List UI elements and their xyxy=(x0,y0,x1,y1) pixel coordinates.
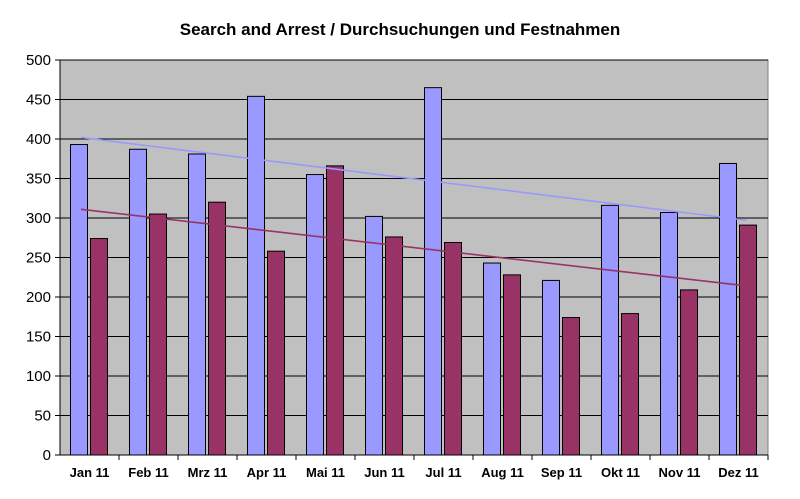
bar-series-2-mrz-11 xyxy=(208,201,226,456)
bar-series-2-sep-11 xyxy=(562,317,580,456)
axes: 0 50 100 150 200 250 300 350 400 450 500 Jan 11 Feb … xyxy=(26,52,769,480)
bar-series-2-nov-11 xyxy=(680,289,698,456)
x-tick-label: Apr 11 xyxy=(247,465,287,480)
y-tick-label: 100 xyxy=(26,368,51,385)
bar-series-1-aug-11 xyxy=(483,262,501,456)
bar-series-1-jul-11 xyxy=(424,87,442,456)
bar-series-2-jul-11 xyxy=(444,241,462,456)
bar-series-2-aug-11 xyxy=(503,274,521,456)
x-tick-label: Mai 11 xyxy=(306,465,345,480)
chart-title: Search and Arrest / Durchsuchungen und F… xyxy=(179,20,621,39)
bar-series-2-dez-11 xyxy=(739,224,757,456)
x-tick-label: Feb 11 xyxy=(128,465,168,480)
bar-series-1-mrz-11 xyxy=(188,153,206,456)
bar-series-1-jun-11 xyxy=(365,215,383,456)
bars xyxy=(70,87,757,456)
bar-series-1-nov-11 xyxy=(660,211,678,456)
bar-series-1-sep-11 xyxy=(542,279,560,456)
bar-series-2-feb-11 xyxy=(149,213,167,456)
bar-series-1-okt-11 xyxy=(601,204,619,456)
trendline-series-2 xyxy=(80,208,748,287)
y-tick-label: 50 xyxy=(34,408,51,425)
x-tick-label: Jun 11 xyxy=(364,465,404,480)
y-tick-label: 0 xyxy=(43,447,51,464)
x-tick-label: Sep 11 xyxy=(541,465,582,480)
y-tick-label: 500 xyxy=(26,52,51,69)
bar-series-1-mai-11 xyxy=(306,174,324,456)
bar-series-1-apr-11 xyxy=(247,95,265,456)
y-tick-label: 150 xyxy=(26,329,51,346)
x-tick-label: Aug 11 xyxy=(481,465,524,480)
y-tick-label: 350 xyxy=(26,171,51,188)
y-tick-label: 200 xyxy=(26,289,51,306)
x-tick-label: Jan 11 xyxy=(70,465,110,480)
bar-series-1-feb-11 xyxy=(129,148,147,456)
bar-series-2-mai-11 xyxy=(326,165,344,456)
x-tick-label: Jul 11 xyxy=(425,465,461,480)
bar-series-2-okt-11 xyxy=(621,313,639,456)
x-tick-label: Mrz 11 xyxy=(188,465,228,480)
x-tick-label: Okt 11 xyxy=(601,465,640,480)
bar-series-1-dez-11 xyxy=(719,162,737,456)
y-tick-label: 300 xyxy=(26,210,51,227)
bar-series-2-apr-11 xyxy=(267,250,285,456)
y-tick-label: 250 xyxy=(26,250,51,267)
trendlines xyxy=(80,136,748,287)
trendline-series-1 xyxy=(80,136,748,222)
y-tick-label: 450 xyxy=(26,92,51,109)
bar-series-1-jan-11 xyxy=(70,144,88,456)
bar-series-2-jun-11 xyxy=(385,236,403,456)
x-tick-label: Nov 11 xyxy=(659,465,701,480)
y-tick-label: 400 xyxy=(26,131,51,148)
bar-series-2-jan-11 xyxy=(90,238,108,456)
x-tick-label: Dez 11 xyxy=(718,465,758,480)
